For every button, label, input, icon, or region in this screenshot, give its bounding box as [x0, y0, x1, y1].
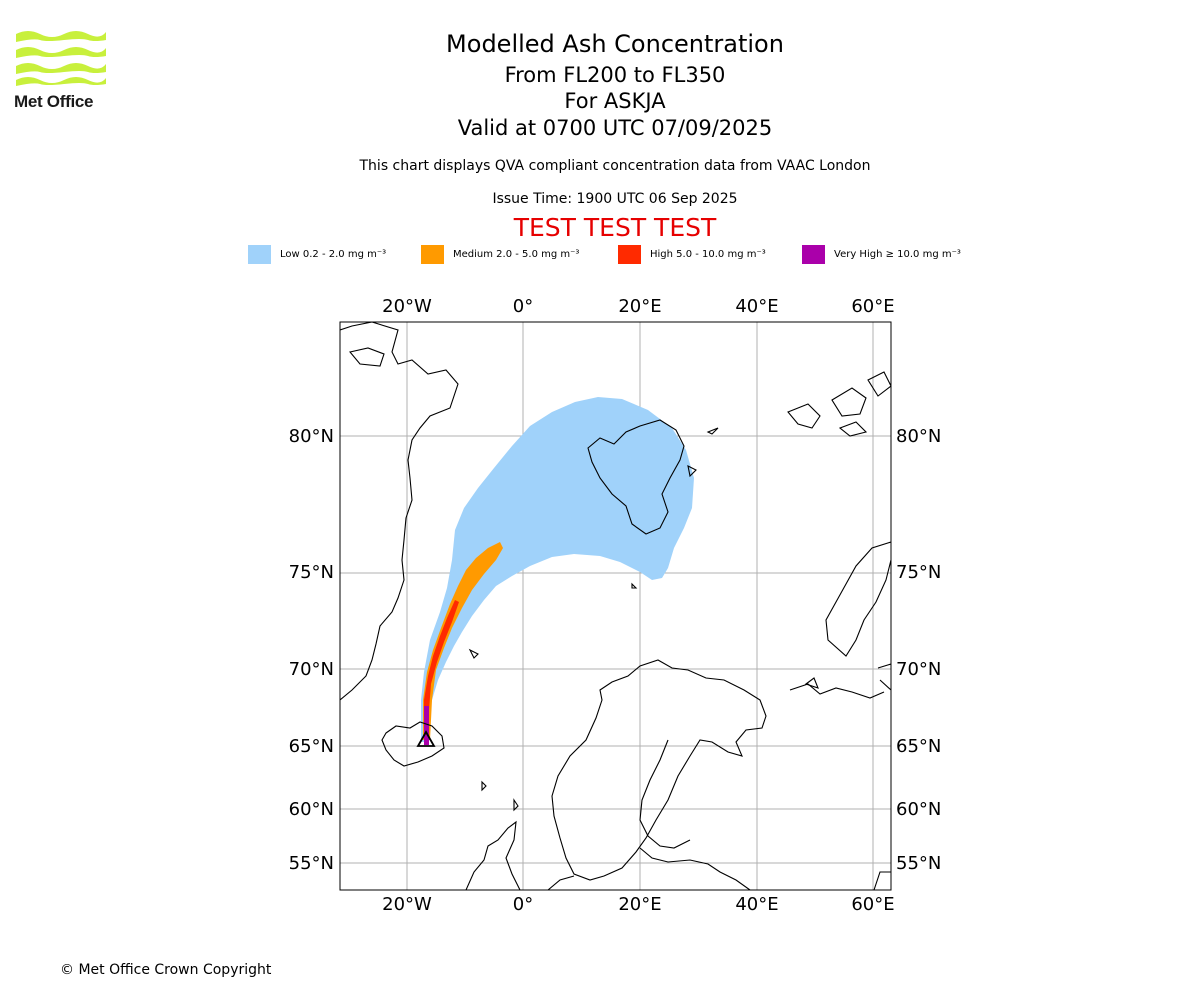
copyright-notice: © Met Office Crown Copyright	[60, 962, 272, 978]
coast-franz-josef	[787, 371, 891, 437]
lon-label-top-0: 0°	[513, 296, 533, 317]
lat-label-left-70n: 70°N	[289, 659, 334, 680]
legend-swatch-medium	[421, 244, 444, 264]
lon-label-bottom-40e: 40°E	[735, 894, 778, 915]
legend-item-very-high: Very High ≥ 10.0 mg m⁻³	[802, 244, 961, 264]
volcano-name: For ASKJA	[564, 89, 666, 113]
legend-swatch-high	[618, 244, 641, 264]
coast-greenland	[340, 322, 459, 701]
coast-novaya-zemlya	[825, 541, 891, 657]
legend-label-high: High 5.0 - 10.0 mg m⁻³	[650, 248, 766, 260]
lon-label-top-60e: 60°E	[851, 296, 894, 317]
ash-very-high-region	[424, 706, 429, 745]
met-office-wave-logo-icon	[16, 31, 106, 86]
lat-label-left-80n: 80°N	[289, 426, 334, 447]
lat-label-left-60n: 60°N	[289, 799, 334, 820]
legend-label-very-high: Very High ≥ 10.0 mg m⁻³	[834, 248, 961, 260]
lon-label-top-20e: 20°E	[618, 296, 661, 317]
lon-label-bottom-60e: 60°E	[851, 894, 894, 915]
coast-iceland	[381, 721, 445, 767]
lat-label-right-70n: 70°N	[896, 659, 941, 680]
met-office-wordmark: Met Office	[14, 92, 94, 111]
coast-shetland	[513, 798, 519, 812]
lon-label-bottom-0: 0°	[513, 894, 533, 915]
lon-label-top-40e: 40°E	[735, 296, 778, 317]
lat-label-right-55n: 55°N	[896, 853, 941, 874]
lon-label-top-20w: 20°W	[382, 296, 432, 317]
legend-swatch-very-high	[802, 244, 825, 264]
lat-label-right-65n: 65°N	[896, 736, 941, 757]
coast-britain	[465, 820, 521, 890]
lon-label-bottom-20e: 20°E	[618, 894, 661, 915]
qva-note: This chart displays QVA compliant concen…	[359, 158, 871, 174]
volcano-triangle-icon	[416, 730, 436, 747]
coastlines	[340, 322, 891, 890]
legend-label-medium: Medium 2.0 - 5.0 mg m⁻³	[453, 248, 580, 260]
lon-label-bottom-20w: 20°W	[382, 894, 432, 915]
lat-label-right-60n: 60°N	[896, 799, 941, 820]
lat-label-left-65n: 65°N	[289, 736, 334, 757]
coast-svalbard	[587, 419, 685, 535]
coast-scandinavia	[551, 659, 767, 881]
map-frame	[339, 321, 892, 891]
legend-item-high: High 5.0 - 10.0 mg m⁻³	[618, 244, 766, 264]
coast-faroe	[481, 780, 487, 792]
legend-item-low: Low 0.2 - 2.0 mg m⁻³	[248, 244, 386, 264]
legend-swatch-low	[248, 244, 271, 264]
coast-gulf-of-bothnia	[639, 739, 691, 849]
legend-item-medium: Medium 2.0 - 5.0 mg m⁻³	[421, 244, 579, 264]
coast-baltic	[639, 847, 751, 890]
lat-label-left-75n: 75°N	[289, 562, 334, 583]
issue-time: Issue Time: 1900 UTC 06 Sep 2025	[492, 191, 738, 207]
test-banner: TEST TEST TEST	[513, 213, 717, 242]
legend-label-low: Low 0.2 - 2.0 mg m⁻³	[280, 248, 387, 260]
valid-time: Valid at 0700 UTC 07/09/2025	[457, 116, 773, 140]
lat-label-right-80n: 80°N	[896, 426, 941, 447]
lat-label-left-55n: 55°N	[289, 853, 334, 874]
lat-label-right-75n: 75°N	[896, 562, 941, 583]
flight-level-range: From FL200 to FL350	[504, 63, 726, 87]
chart-title: Modelled Ash Concentration	[446, 30, 784, 58]
ash-low-region	[421, 397, 694, 742]
